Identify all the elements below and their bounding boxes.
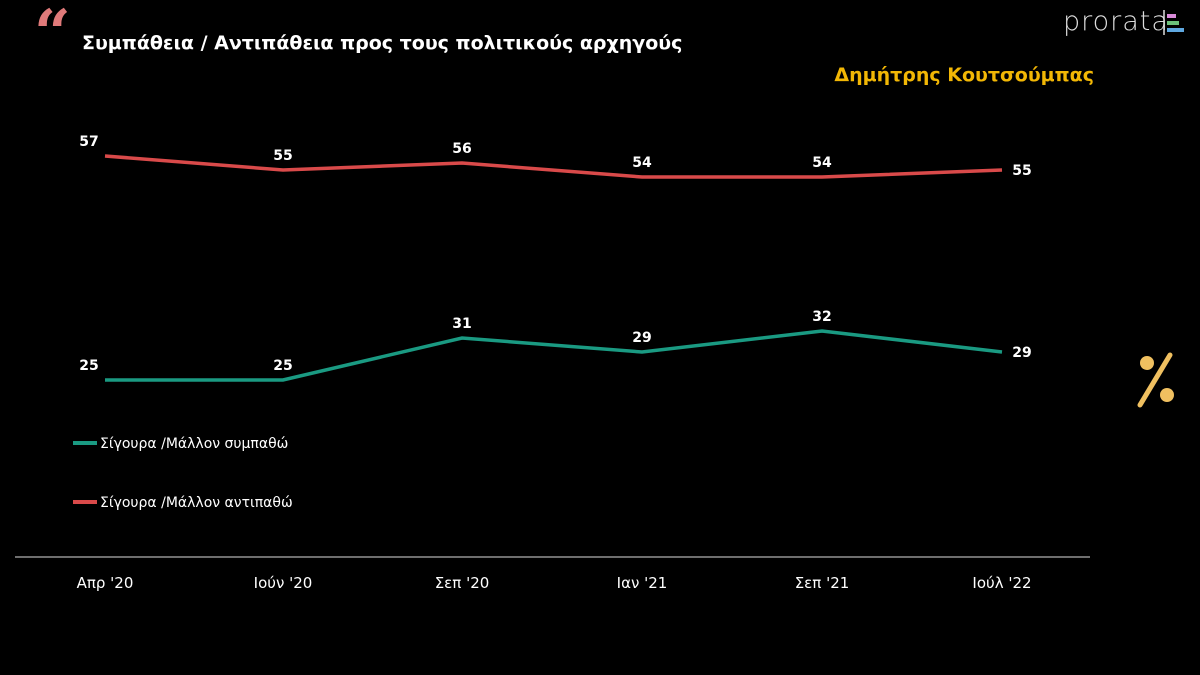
- data-label: 54: [812, 155, 832, 171]
- logo-bars-icon: [1163, 10, 1184, 35]
- series-line: [105, 329, 1003, 382]
- data-label: 55: [1012, 163, 1031, 179]
- percent-icon: [1137, 352, 1174, 408]
- politician-name: Δημήτρης Κουτσούμπας: [834, 64, 1094, 86]
- data-label: 57: [79, 134, 98, 150]
- series-line: [104, 154, 1003, 179]
- x-tick-label: Ιούν '20: [254, 574, 313, 592]
- data-label: 29: [1012, 345, 1031, 361]
- chart-title: Συμπάθεια / Αντιπάθεια προς τους πολιτικ…: [82, 32, 683, 54]
- quote-icon: “: [34, 0, 71, 71]
- legend-label: Σίγουρα /Μάλλον συμπαθώ: [100, 436, 288, 452]
- data-label: 25: [273, 358, 292, 374]
- x-tick-label: Ιαν '21: [617, 574, 668, 592]
- data-label: 55: [273, 148, 292, 164]
- legend-label: Σίγουρα /Μάλλον αντιπαθώ: [100, 495, 293, 511]
- data-label: 32: [812, 309, 831, 325]
- logo-text: prorata: [1063, 6, 1169, 37]
- data-label: 56: [452, 141, 471, 157]
- prorata-logo: prorata: [1063, 6, 1169, 37]
- x-tick-label: Απρ '20: [77, 574, 134, 592]
- data-label: 25: [79, 358, 98, 374]
- data-label: 31: [452, 316, 471, 332]
- data-label: 29: [632, 330, 651, 346]
- x-tick-label: Σεπ '21: [795, 574, 850, 592]
- data-label: 54: [632, 155, 652, 171]
- x-tick-label: Σεπ '20: [435, 574, 490, 592]
- x-tick-label: Ιούλ '22: [972, 574, 1031, 592]
